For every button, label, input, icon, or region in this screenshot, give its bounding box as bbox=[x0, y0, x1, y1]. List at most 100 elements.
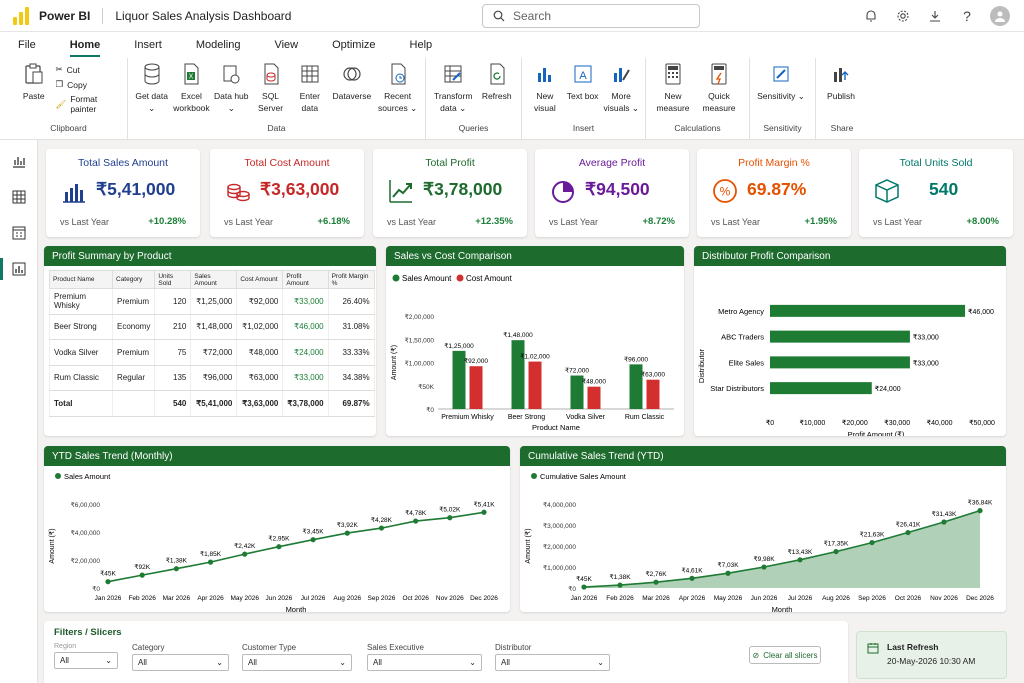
data-hub-icon bbox=[220, 62, 242, 86]
bar bbox=[570, 375, 584, 409]
format-painter-button[interactable]: 🖌 Format painter bbox=[56, 94, 121, 114]
table-row[interactable]: Rum Classic Regular 135 ₹96,000 ₹63,000 … bbox=[49, 365, 375, 391]
tab-help[interactable]: Help bbox=[409, 39, 433, 51]
distributor-profit-chart[interactable]: Metro Agency ₹46,000 ABC Traders ₹33,000 Eli… bbox=[694, 266, 1006, 436]
data-label: ₹17,35K bbox=[824, 540, 849, 548]
paste-button[interactable]: Paste bbox=[16, 62, 52, 124]
chevron-down-icon: ⌄ bbox=[105, 656, 112, 665]
more-visuals-icon bbox=[610, 62, 632, 86]
column-header[interactable]: Profit Margin % bbox=[327, 270, 375, 289]
more-visuals-button[interactable]: More visuals ⌄ bbox=[603, 62, 639, 124]
column-header[interactable]: Units Sold bbox=[154, 270, 192, 289]
sql-server-label: SQL Server bbox=[258, 91, 284, 113]
clear-all-slicers-button[interactable]: ⊘ Clear all slicers bbox=[749, 646, 821, 664]
kpi-card-total-cost[interactable]: Total Cost Amount ₹3,63,000 vs Last Year… bbox=[210, 149, 364, 237]
excel-icon: X bbox=[180, 62, 202, 86]
download-icon[interactable] bbox=[926, 7, 944, 25]
region-dropdown[interactable]: All ⌄ bbox=[54, 652, 118, 669]
dashboard-view-icon[interactable] bbox=[0, 254, 38, 284]
units-cell: 120 bbox=[154, 288, 192, 315]
avatar[interactable] bbox=[990, 6, 1010, 26]
sales-executive-dropdown[interactable]: All ⌄ bbox=[367, 654, 482, 671]
sensitivity-button[interactable]: Sensitivity ⌄ bbox=[756, 62, 806, 124]
x-tick-label: ₹30,000 bbox=[884, 419, 910, 427]
data-point bbox=[344, 530, 350, 536]
cut-button[interactable]: ✂ Cut bbox=[56, 64, 121, 75]
new-visual-button[interactable]: New visual bbox=[528, 62, 562, 124]
brush-icon: 🖌 bbox=[55, 98, 67, 109]
x-tick-label: ₹20,000 bbox=[842, 419, 868, 427]
recent-sources-button[interactable]: Recent sources ⌄ bbox=[376, 62, 419, 124]
units-cell: 75 bbox=[154, 339, 192, 366]
table-row[interactable]: Beer Strong Economy 210 ₹1,48,000 ₹1,02,… bbox=[49, 314, 375, 340]
model-view-icon[interactable] bbox=[0, 218, 38, 248]
sql-server-icon bbox=[260, 62, 282, 86]
text-box-icon: A bbox=[572, 62, 594, 86]
data-point bbox=[941, 519, 947, 525]
cumulative-sales-trend-chart[interactable]: Cumulative Sales Amount ₹0 ₹1,000,000 ₹2,00… bbox=[520, 466, 1006, 612]
transform-data-button[interactable]: Transform data ⌄ bbox=[432, 62, 474, 124]
bell-icon[interactable] bbox=[862, 7, 880, 25]
y-tick-label: ₹2,00,000 bbox=[405, 313, 435, 321]
kpi-comparison-label: vs Last Year bbox=[873, 217, 923, 227]
column-header[interactable]: Profit Amount bbox=[282, 270, 329, 289]
column-header[interactable]: Sales Amount bbox=[190, 270, 238, 289]
tab-modeling[interactable]: Modeling bbox=[195, 39, 241, 51]
distributor-dropdown[interactable]: All ⌄ bbox=[495, 654, 610, 671]
data-hub-button[interactable]: Data hub ⌄ bbox=[214, 62, 249, 124]
category-cell: Economy bbox=[111, 314, 156, 340]
column-header[interactable]: Cost Amount bbox=[236, 270, 284, 289]
text-box-button[interactable]: A Text box bbox=[566, 62, 600, 124]
kpi-card-total-sales[interactable]: Total Sales Amount ₹5,41,000 vs Last Yea… bbox=[46, 149, 200, 237]
slicer-customer-type: Customer Type All ⌄ bbox=[242, 643, 352, 671]
customer-type-dropdown[interactable]: All ⌄ bbox=[242, 654, 352, 671]
bar bbox=[528, 361, 542, 409]
app-name: Power BI bbox=[39, 8, 91, 23]
kpi-card-total-profit[interactable]: Total Profit ₹3,78,000 vs Last Year +12.… bbox=[373, 149, 527, 237]
tab-optimize[interactable]: Optimize bbox=[332, 39, 376, 51]
tab-home[interactable]: Home bbox=[69, 35, 100, 57]
sales-vs-cost-chart[interactable]: Sales Amount Cost Amount ₹0 ₹50K ₹1,00,000 ₹1… bbox=[386, 266, 684, 436]
table-row[interactable]: Vodka Silver Premium 75 ₹72,000 ₹48,000 … bbox=[49, 339, 375, 366]
table-row[interactable]: Premium Whisky Premium 120 ₹1,25,000 ₹92… bbox=[49, 288, 375, 315]
kpi-card-total-units[interactable]: Total Units Sold 540 vs Last Year +8.00% bbox=[859, 149, 1013, 237]
bar bbox=[469, 366, 483, 409]
kpi-card-average-profit[interactable]: Average Profit ₹94,500 vs Last Year +8.7… bbox=[535, 149, 689, 237]
gear-icon[interactable] bbox=[894, 7, 912, 25]
series-line bbox=[107, 511, 485, 583]
new-measure-button[interactable]: New measure bbox=[652, 62, 694, 124]
column-header[interactable]: Product Name bbox=[49, 270, 113, 289]
tab-view[interactable]: View bbox=[274, 39, 299, 51]
dataverse-label: Dataverse bbox=[332, 91, 372, 101]
chevron-down-icon: ⌄ bbox=[339, 658, 346, 667]
quick-measure-button[interactable]: Quick measure bbox=[698, 62, 740, 124]
report-view-icon[interactable] bbox=[0, 146, 38, 176]
refresh-button[interactable]: Refresh bbox=[478, 62, 515, 124]
x-tick-label: Nov 2026 bbox=[436, 595, 464, 602]
dataverse-button[interactable]: Dataverse bbox=[331, 62, 372, 124]
column-header[interactable]: Category bbox=[111, 270, 156, 289]
x-tick-label: Apr 2026 bbox=[197, 595, 224, 602]
help-icon[interactable]: ? bbox=[963, 8, 971, 24]
dropdown-value: All bbox=[501, 658, 510, 667]
search-box[interactable]: Search bbox=[482, 4, 700, 28]
kpi-card-profit-margin[interactable]: Profit Margin % % 69.87% vs Last Year +1… bbox=[697, 149, 851, 237]
copy-button[interactable]: ❐ Copy bbox=[56, 79, 121, 90]
tab-insert[interactable]: Insert bbox=[134, 39, 162, 51]
distributor-profit-panel: Distributor Profit Comparison Metro Agen… bbox=[694, 246, 1006, 436]
get-data-button[interactable]: Get data ⌄ bbox=[134, 62, 169, 124]
excel-workbook-button[interactable]: X Excel workbook bbox=[173, 62, 210, 124]
sales-cell: ₹72,000 bbox=[190, 339, 238, 366]
svg-text:A: A bbox=[579, 70, 587, 82]
ytd-sales-trend-chart[interactable]: Sales Amount ₹0 ₹2,00,000 ₹4,00,000 ₹6,00,00… bbox=[44, 466, 510, 612]
enter-data-button[interactable]: Enter data bbox=[292, 62, 327, 124]
kpi-title: Profit Margin % bbox=[738, 157, 810, 169]
category-dropdown[interactable]: All ⌄ bbox=[132, 654, 229, 671]
sql-server-button[interactable]: SQL Server bbox=[253, 62, 288, 124]
publish-button[interactable]: Publish bbox=[822, 62, 860, 124]
new-visual-icon bbox=[534, 62, 556, 86]
tab-file[interactable]: File bbox=[18, 39, 36, 51]
coins-icon bbox=[227, 183, 250, 202]
more-visuals-label: More visuals ⌄ bbox=[603, 91, 639, 113]
table-view-icon[interactable] bbox=[0, 182, 38, 212]
